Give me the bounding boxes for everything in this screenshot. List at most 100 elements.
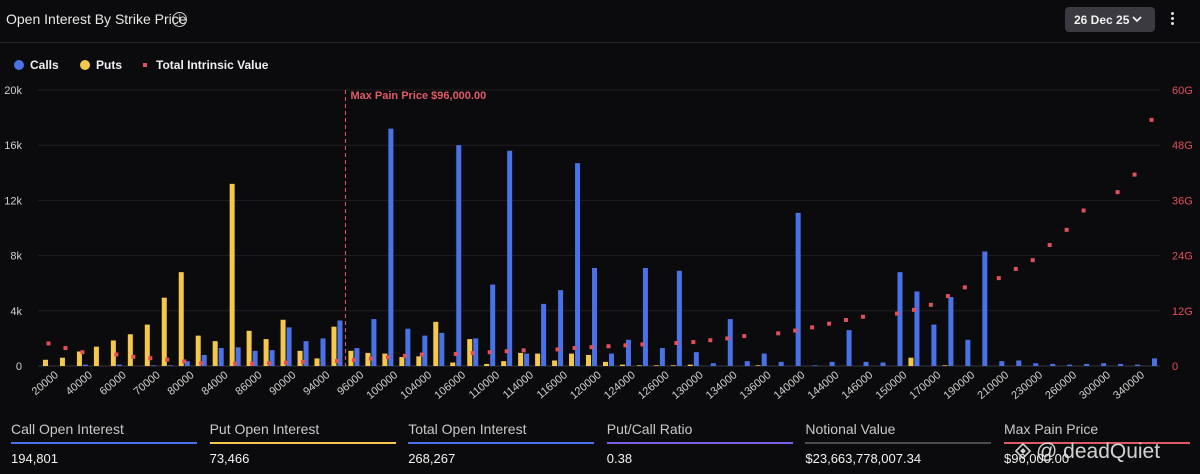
stat-label: Total Open Interest: [408, 421, 527, 437]
put-bar: [755, 365, 761, 366]
call-bar: [201, 354, 207, 366]
intrinsic-value-point: [351, 358, 356, 363]
call-bar: [184, 361, 190, 366]
y-right-tick: 36G: [1172, 195, 1193, 207]
x-tick-label: 80000: [166, 369, 197, 398]
page-title: Open Interest By Strike Price: [6, 11, 187, 27]
intrinsic-value-point: [419, 352, 424, 357]
x-tick-label: 104000: [398, 369, 434, 402]
x-tick-label: 60000: [98, 369, 129, 398]
x-tick-label: 146000: [840, 369, 876, 402]
put-bar: [178, 272, 184, 366]
x-tick-label: 94000: [301, 369, 332, 398]
call-bar: [727, 319, 733, 366]
intrinsic-value-point: [1149, 117, 1154, 122]
intrinsic-value-point: [199, 361, 204, 366]
stat-underline: [1004, 442, 1190, 444]
info-icon[interactable]: i: [172, 12, 187, 27]
legend-intrinsic-label: Total Intrinsic Value: [156, 58, 269, 72]
x-tick-label: 110000: [467, 369, 502, 401]
put-bar: [670, 365, 676, 366]
legend-calls[interactable]: Calls: [14, 58, 59, 72]
intrinsic-value-point: [165, 357, 170, 362]
call-bar: [914, 291, 920, 366]
call-bar: [693, 352, 699, 366]
call-bar: [303, 341, 309, 366]
call-bar: [507, 150, 513, 366]
intrinsic-value-point: [250, 361, 255, 366]
intrinsic-value-point: [691, 340, 696, 345]
intrinsic-value-point: [470, 351, 475, 356]
intrinsic-value-point: [725, 336, 730, 341]
put-bar: [484, 363, 490, 366]
put-bar: [59, 357, 65, 366]
intrinsic-value-point: [368, 356, 373, 361]
call-bar: [252, 350, 258, 366]
intrinsic-value-point: [131, 354, 136, 359]
intrinsic-value-point: [402, 353, 407, 358]
put-bar: [348, 350, 354, 366]
intrinsic-value-point: [708, 338, 713, 343]
stat-label: Put Open Interest: [209, 421, 320, 437]
intrinsic-value-point: [182, 359, 187, 364]
call-bar: [558, 290, 564, 366]
call-bar: [218, 348, 224, 366]
call-bar: [999, 361, 1005, 366]
x-tick-label: 106000: [432, 369, 468, 402]
x-tick-label: 86000: [233, 369, 264, 398]
intrinsic-value-point: [1132, 172, 1137, 177]
call-bar: [439, 332, 445, 366]
intrinsic-value-point: [521, 348, 526, 353]
intrinsic-value-point: [504, 349, 509, 354]
call-bar: [116, 364, 122, 366]
expiry-date-label: 26 Dec 25: [1074, 13, 1130, 27]
put-bar: [399, 357, 405, 366]
intrinsic-value-point: [911, 307, 916, 312]
put-bar: [229, 183, 235, 366]
x-tick-label: 170000: [907, 369, 943, 402]
stat-value: $23,663,778,007.34: [805, 451, 922, 466]
intrinsic-value-point: [894, 311, 899, 316]
put-bar: [195, 335, 201, 366]
put-bar: [586, 354, 592, 366]
call-bar: [1118, 363, 1124, 366]
call-bar: [829, 361, 835, 366]
put-bar: [433, 321, 439, 366]
x-tick-label: 260000: [1043, 369, 1079, 402]
put-bar: [144, 324, 150, 366]
call-bar: [1135, 364, 1141, 366]
y-left-tick: 12k: [4, 195, 22, 207]
put-bar: [93, 346, 99, 366]
intrinsic-value-point: [810, 325, 815, 330]
intrinsic-value-point: [861, 314, 866, 319]
intrinsic-value-point: [928, 302, 933, 307]
call-bar: [1050, 363, 1056, 366]
put-bar: [552, 360, 558, 366]
call-bar: [880, 362, 886, 366]
intrinsic-value-point: [114, 352, 119, 357]
put-bar: [127, 334, 133, 366]
intrinsic-value-point: [640, 342, 645, 347]
put-bar: [280, 319, 286, 366]
put-bar: [687, 364, 693, 366]
call-bar: [490, 284, 496, 366]
expiry-date-dropdown[interactable]: 26 Dec 25: [1065, 7, 1155, 32]
intrinsic-value-point: [63, 346, 68, 351]
intrinsic-value-point: [589, 345, 594, 350]
put-bar: [908, 357, 914, 366]
y-left-tick: 16k: [4, 140, 22, 152]
intrinsic-value-point: [453, 352, 458, 357]
legend-puts[interactable]: Puts: [80, 58, 122, 72]
legend-intrinsic[interactable]: Total Intrinsic Value: [143, 58, 268, 72]
x-tick-label: 210000: [975, 369, 1011, 402]
intrinsic-swatch: [143, 63, 147, 67]
intrinsic-value-point: [284, 360, 289, 365]
intrinsic-value-point: [844, 318, 849, 322]
stat-value: 0.38: [606, 451, 633, 466]
more-options-icon[interactable]: [1168, 10, 1176, 30]
call-bar: [1067, 364, 1073, 366]
x-tick-label: 90000: [267, 369, 298, 398]
call-bar: [608, 353, 614, 366]
legend-calls-label: Calls: [30, 58, 59, 72]
x-tick-label: 144000: [806, 369, 842, 402]
